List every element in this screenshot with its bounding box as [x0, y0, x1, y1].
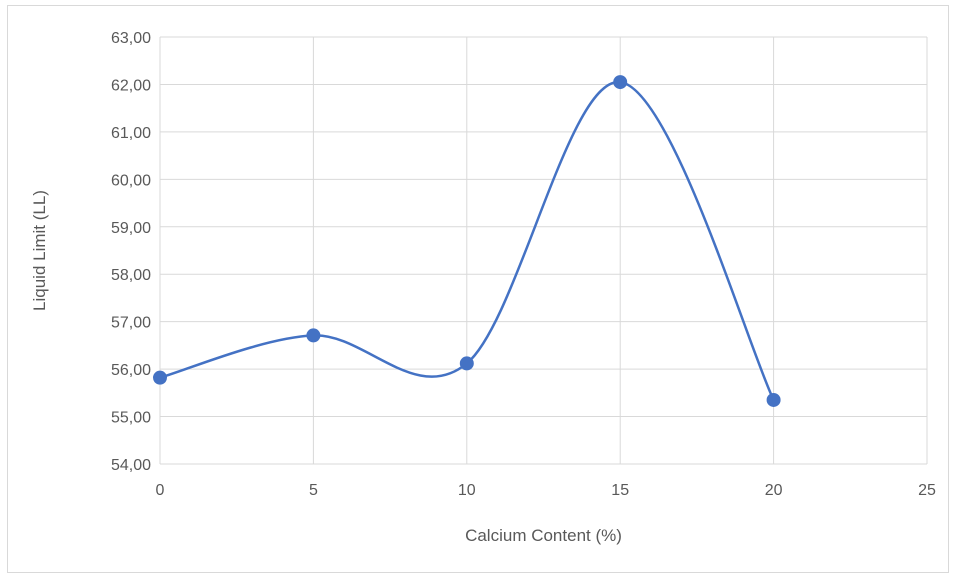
- y-tick-label: 54,00: [111, 457, 151, 474]
- x-axis-tick-labels: 0 5 10 15 20 25: [156, 482, 936, 499]
- y-tick-label: 58,00: [111, 267, 151, 284]
- series-line: [158, 80, 775, 402]
- x-tick-label: 0: [156, 482, 165, 499]
- x-tick-label: 15: [611, 482, 629, 499]
- data-point: [459, 356, 474, 371]
- y-axis-title: Liquid Limit (LL): [30, 190, 49, 311]
- data-point: [613, 75, 628, 90]
- x-tick-label: 20: [765, 482, 783, 499]
- y-tick-label: 60,00: [111, 172, 151, 189]
- x-tick-label: 5: [309, 482, 318, 499]
- series-layer: [153, 75, 781, 407]
- y-tick-label: 55,00: [111, 410, 151, 427]
- data-point: [153, 370, 167, 385]
- y-tick-label: 57,00: [111, 315, 151, 332]
- y-tick-label: 62,00: [111, 77, 151, 94]
- gridlines: [159, 36, 928, 465]
- y-tick-label: 59,00: [111, 220, 151, 237]
- data-point: [306, 328, 321, 343]
- y-tick-label: 61,00: [111, 125, 151, 142]
- y-tick-label: 63,00: [111, 30, 151, 47]
- chart-area: [7, 5, 949, 573]
- data-point: [766, 392, 781, 407]
- x-tick-label: 25: [918, 482, 936, 499]
- x-axis-title: Calcium Content (%): [465, 526, 622, 545]
- y-axis-tick-labels: 54,00 55,00 56,00 57,00 58,00 59,00 60,00 61,00…: [111, 30, 151, 474]
- y-tick-label: 56,00: [111, 362, 151, 379]
- x-tick-label: 10: [458, 482, 476, 499]
